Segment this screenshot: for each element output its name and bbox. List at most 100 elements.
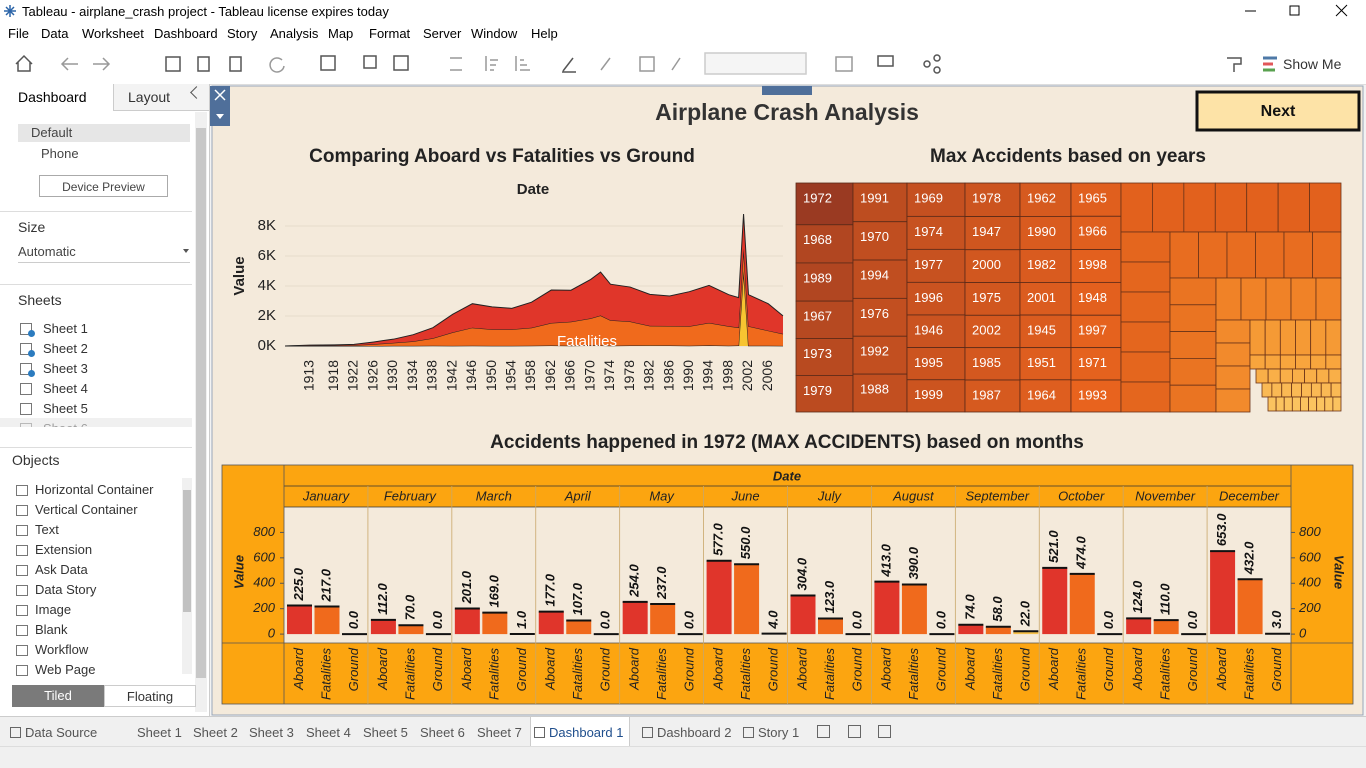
object-item[interactable]: Workflow xyxy=(35,642,89,657)
highlight-icon[interactable] xyxy=(562,57,576,73)
object-item[interactable]: Ask Data xyxy=(35,562,88,577)
object-icon xyxy=(16,525,28,536)
swap-icon[interactable] xyxy=(450,57,462,71)
sheet-tab[interactable]: Sheet 7 xyxy=(477,725,522,740)
sheet-item[interactable]: Sheet 1 xyxy=(43,321,88,336)
object-item[interactable]: Web Page xyxy=(35,662,96,677)
treemap-small-cell xyxy=(1308,396,1318,412)
x-tick-label: 1958 xyxy=(522,360,538,391)
next-button[interactable]: Next xyxy=(1261,103,1296,120)
sheet-tab[interactable]: Data Source xyxy=(25,725,98,740)
object-item[interactable]: Blank xyxy=(35,622,68,637)
menu-item[interactable]: Data xyxy=(41,26,69,41)
text-icon[interactable] xyxy=(639,56,655,72)
sheet-item[interactable]: Sheet 2 xyxy=(43,341,88,356)
sheet-tab[interactable]: Sheet 3 xyxy=(249,725,294,740)
presentation-icon[interactable] xyxy=(877,55,894,67)
container-close[interactable] xyxy=(214,89,226,101)
duplicate-icon[interactable] xyxy=(363,55,377,69)
x-tick-label: Ground xyxy=(1269,647,1284,691)
sort-asc-icon[interactable] xyxy=(485,56,498,71)
sheet-tab[interactable]: Sheet 2 xyxy=(193,725,238,740)
month-label: February xyxy=(384,488,438,503)
object-item[interactable]: Extension xyxy=(35,542,93,557)
close-button[interactable] xyxy=(1335,4,1348,17)
value-label: 107.0 xyxy=(570,582,585,615)
pin-icon[interactable] xyxy=(671,57,681,71)
sheet-tab[interactable]: Sheet 4 xyxy=(306,725,351,740)
redo-icon[interactable] xyxy=(93,57,111,71)
container-menu[interactable] xyxy=(216,114,224,119)
menu-item[interactable]: Format xyxy=(369,26,411,41)
show-me-icon[interactable] xyxy=(1263,56,1277,72)
x-tick-label: 1950 xyxy=(483,360,499,391)
sheet-tab[interactable]: Sheet 6 xyxy=(420,725,465,740)
fit-dropdown[interactable] xyxy=(704,52,807,75)
sort-desc-icon[interactable] xyxy=(515,56,530,71)
treemap-label: 1982 xyxy=(1027,257,1056,272)
device-option[interactable]: Default xyxy=(18,124,190,142)
menu-item[interactable]: Help xyxy=(531,26,558,41)
section-title: Size xyxy=(18,219,46,235)
undo-icon[interactable] xyxy=(60,57,78,71)
sheet-tab[interactable]: Story 1 xyxy=(758,725,800,740)
cards-icon[interactable] xyxy=(835,56,853,72)
share-icon[interactable] xyxy=(923,54,941,74)
menu-item[interactable]: Window xyxy=(471,26,518,41)
size-dropdown[interactable]: Automatic xyxy=(18,244,190,263)
object-item[interactable]: Vertical Container xyxy=(35,502,138,517)
save-icon[interactable] xyxy=(165,56,181,72)
restore-button[interactable] xyxy=(1289,5,1300,16)
menu-item[interactable]: Map xyxy=(328,26,354,41)
panel-scrollbar-thumb[interactable] xyxy=(196,128,206,678)
scrollbar-thumb[interactable] xyxy=(183,490,191,612)
object-item[interactable]: Data Story xyxy=(35,582,97,597)
treemap-small-cell xyxy=(1295,354,1312,370)
new-tab-button[interactable] xyxy=(848,725,861,738)
show-me-button[interactable]: Show Me xyxy=(1283,56,1342,72)
panel-tab[interactable]: Layout xyxy=(113,84,209,111)
x-tick-label: 1986 xyxy=(660,360,676,391)
x-tick-label: Fatalities xyxy=(1074,648,1089,701)
treemap-small-cell xyxy=(1261,382,1273,398)
sheet-tab[interactable]: Dashboard 1 xyxy=(549,725,624,740)
new-tab-button[interactable] xyxy=(878,725,891,738)
sheet-item[interactable]: Sheet 5 xyxy=(43,401,88,416)
object-item[interactable]: Horizontal Container xyxy=(35,482,154,497)
new-data-icon[interactable] xyxy=(197,56,210,72)
x-tick-label: Ground xyxy=(1185,647,1200,691)
attach-icon[interactable] xyxy=(600,57,611,71)
menu-item[interactable]: Story xyxy=(227,26,258,41)
refresh-icon[interactable] xyxy=(269,57,285,73)
value-label: 653.0 xyxy=(1214,513,1229,546)
clear-icon[interactable] xyxy=(393,55,409,71)
sheet-tab[interactable]: Sheet 5 xyxy=(363,725,408,740)
layout-mode-button[interactable]: Tiled xyxy=(12,685,104,707)
treemap-cell xyxy=(964,379,1021,413)
x-tick-label: Fatalities xyxy=(318,648,333,701)
device-option[interactable]: Phone xyxy=(41,146,79,161)
new-sheet-icon[interactable] xyxy=(320,55,336,71)
menu-item[interactable]: File xyxy=(8,26,29,41)
format-icon[interactable] xyxy=(1227,57,1242,72)
sheet-tab[interactable]: Sheet 1 xyxy=(137,725,182,740)
layout-mode-button[interactable]: Floating xyxy=(104,685,196,707)
object-item[interactable]: Text xyxy=(35,522,59,537)
sheet-item[interactable]: Sheet 4 xyxy=(43,381,88,396)
sheet-tab[interactable]: Dashboard 2 xyxy=(657,725,732,740)
sheet-item[interactable]: Sheet 3 xyxy=(43,361,88,376)
new-tab-button[interactable] xyxy=(817,725,830,738)
menu-item[interactable]: Worksheet xyxy=(82,26,144,41)
bar xyxy=(790,595,816,635)
value-label: 70.0 xyxy=(402,594,417,620)
panel-tab[interactable]: Dashboard xyxy=(0,84,113,111)
menu-item[interactable]: Analysis xyxy=(270,26,319,41)
object-item[interactable]: Image xyxy=(35,602,72,617)
treemap-small-cell xyxy=(1316,368,1330,384)
device-preview-button[interactable]: Device Preview xyxy=(39,175,168,197)
menu-item[interactable]: Server xyxy=(423,26,462,41)
menu-item[interactable]: Dashboard xyxy=(154,26,218,41)
pause-icon[interactable] xyxy=(229,56,242,72)
month-label: January xyxy=(302,488,351,503)
home-icon[interactable] xyxy=(15,54,33,72)
